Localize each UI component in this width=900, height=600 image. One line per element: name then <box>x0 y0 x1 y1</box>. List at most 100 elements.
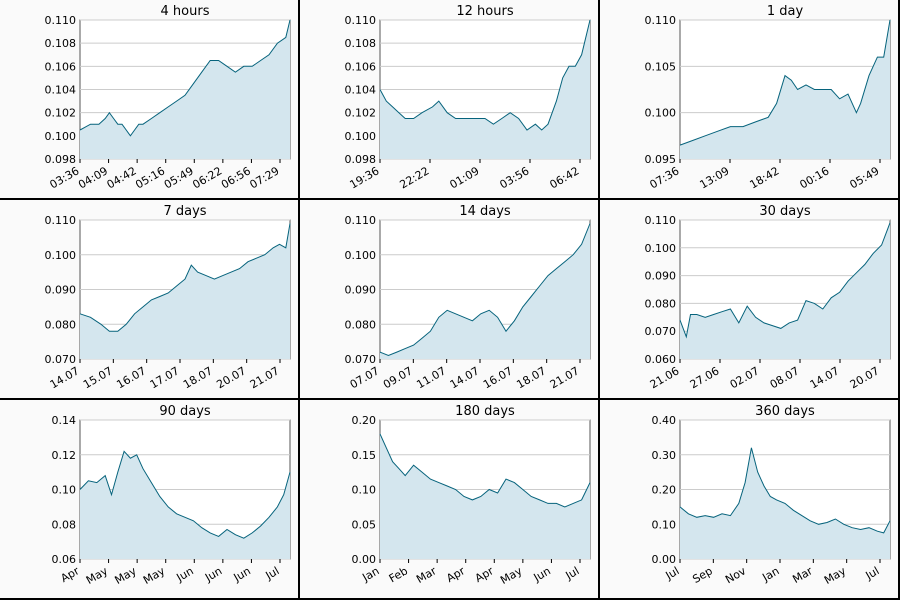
x-tick-label: 21.07 <box>548 364 582 391</box>
series-line <box>79 223 291 332</box>
series-line <box>379 433 591 508</box>
x-tick-label: 09.07 <box>381 364 415 391</box>
chart-svg: 12 hours 0.098 0.100 0.102 0.104 0.106 0.108 0.… <box>345 4 591 191</box>
x-tick-label: Jun <box>202 564 224 584</box>
x-tick-label: May <box>141 564 168 587</box>
y-tick-label: 0.00 <box>652 553 677 566</box>
y-tick-label: 0.100 <box>645 107 677 120</box>
x-tick-label: 21.06 <box>648 364 682 391</box>
x-tick-label: 00:16 <box>798 164 832 191</box>
x-tick-label: May <box>498 564 525 587</box>
y-tick-label: 0.102 <box>45 107 77 120</box>
y-tick-label: 0.110 <box>645 214 677 227</box>
x-tick-label: 17.07 <box>148 364 182 391</box>
chart-svg: 14 days 0.070 0.080 0.090 0.100 0.110 07.07 09.… <box>345 204 591 391</box>
y-tick-label: 0.14 <box>52 414 77 427</box>
x-tick-label: Mar <box>414 564 439 586</box>
y-tick-label: 0.108 <box>45 37 77 50</box>
x-tick-label: Apr <box>444 564 467 585</box>
chart-svg: 30 days 0.060 0.070 0.080 0.090 0.100 0.110 21.… <box>645 204 891 391</box>
y-tick-label: 0.080 <box>345 318 377 331</box>
y-tick-label: 0.30 <box>652 449 677 462</box>
x-tick-label: 19:36 <box>348 164 382 191</box>
x-tick-label: Jun <box>231 564 253 584</box>
x-tick-label: 16.07 <box>114 364 148 391</box>
series-area <box>380 433 590 559</box>
x-tick-label: Jan <box>759 564 781 584</box>
y-tick-label: 0.070 <box>45 353 77 366</box>
y-tick-label: 0.106 <box>345 60 377 73</box>
series-area <box>80 223 290 359</box>
y-tick-label: 0.05 <box>352 518 377 531</box>
x-tick-label: Feb <box>387 564 410 585</box>
chart-svg: 4 hours 0.098 0.100 0.102 0.104 0.106 0.108 0.1… <box>45 4 291 191</box>
x-tick-label: 03:56 <box>498 164 532 191</box>
y-tick-label: 0.060 <box>645 353 677 366</box>
x-tick-label: 14.07 <box>808 364 842 391</box>
x-tick-label: 05:16 <box>133 164 167 191</box>
y-tick-label: 0.15 <box>352 449 377 462</box>
x-tick-label: Mar <box>790 564 815 586</box>
y-tick-label: 0.090 <box>645 270 677 283</box>
series-area <box>680 222 890 359</box>
chart-title: 1 day <box>767 4 804 19</box>
y-tick-label: 0.110 <box>645 14 677 27</box>
y-tick-label: 0.102 <box>345 107 377 120</box>
x-tick-label: May <box>84 564 111 587</box>
x-tick-label: 14.07 <box>448 364 482 391</box>
series-area <box>380 223 590 359</box>
series-line <box>79 450 291 539</box>
y-tick-label: 0.070 <box>345 353 377 366</box>
x-tick-label: 15.07 <box>81 364 115 391</box>
x-tick-label: 18:42 <box>748 164 782 191</box>
x-tick-label: 07:29 <box>248 164 282 191</box>
x-tick-label: Jun <box>174 564 196 584</box>
y-tick-label: 0.110 <box>45 14 77 27</box>
x-tick-label: 18.07 <box>181 364 215 391</box>
y-tick-label: 0.20 <box>652 484 677 497</box>
y-tick-label: 0.10 <box>52 484 77 497</box>
y-tick-label: 0.104 <box>345 84 377 97</box>
chart-title: 30 days <box>759 204 811 219</box>
x-tick-label: Nov <box>723 564 749 586</box>
y-tick-label: 0.20 <box>352 414 377 427</box>
y-tick-label: 0.110 <box>345 214 377 227</box>
chart-panel: 30 days 0.060 0.070 0.080 0.090 0.100 0.110 21.… <box>600 200 900 400</box>
x-tick-label: 20.07 <box>214 364 248 391</box>
x-tick-label: 02.07 <box>728 364 762 391</box>
x-tick-label: 27.06 <box>688 364 722 391</box>
y-tick-label: 0.106 <box>45 60 77 73</box>
y-tick-label: 0.08 <box>52 518 77 531</box>
y-tick-label: 0.110 <box>45 214 77 227</box>
y-tick-label: 0.100 <box>345 130 377 143</box>
y-tick-label: 0.00 <box>352 553 377 566</box>
y-tick-label: 0.10 <box>652 518 677 531</box>
y-tick-label: 0.10 <box>352 484 377 497</box>
y-tick-label: 0.080 <box>45 318 77 331</box>
chart-panel: 90 days 0.06 0.08 0.10 0.12 0.14 Apr May May May J… <box>0 400 300 600</box>
x-tick-label: Apr <box>59 564 82 585</box>
series-line <box>679 447 891 534</box>
x-tick-label: Jan <box>359 564 381 584</box>
y-tick-label: 0.108 <box>345 37 377 50</box>
x-tick-label: Jun <box>531 564 553 584</box>
x-tick-label: 20.07 <box>848 364 882 391</box>
y-tick-label: 0.40 <box>652 414 677 427</box>
series-area <box>380 20 590 159</box>
x-tick-label: Jul <box>263 564 282 582</box>
x-tick-label: 06:22 <box>190 164 224 191</box>
chart-title: 14 days <box>459 204 511 219</box>
x-tick-label: 03:36 <box>48 164 82 191</box>
x-tick-label: 04:42 <box>105 164 139 191</box>
chart-title: 12 hours <box>456 4 513 19</box>
y-tick-label: 0.12 <box>52 449 77 462</box>
chart-panel: 12 hours 0.098 0.100 0.102 0.104 0.106 0.108 0.… <box>300 0 600 200</box>
y-tick-label: 0.105 <box>645 60 677 73</box>
chart-panel: 360 days 0.00 0.10 0.20 0.30 0.40 Jul Sep Nov Jan… <box>600 400 900 600</box>
chart-title: 90 days <box>159 404 211 419</box>
chart-panel: 7 days 0.070 0.080 0.090 0.100 0.110 14.07 15.0… <box>0 200 300 400</box>
chart-panel: 4 hours 0.098 0.100 0.102 0.104 0.106 0.108 0.1… <box>0 0 300 200</box>
series-area <box>80 451 290 559</box>
